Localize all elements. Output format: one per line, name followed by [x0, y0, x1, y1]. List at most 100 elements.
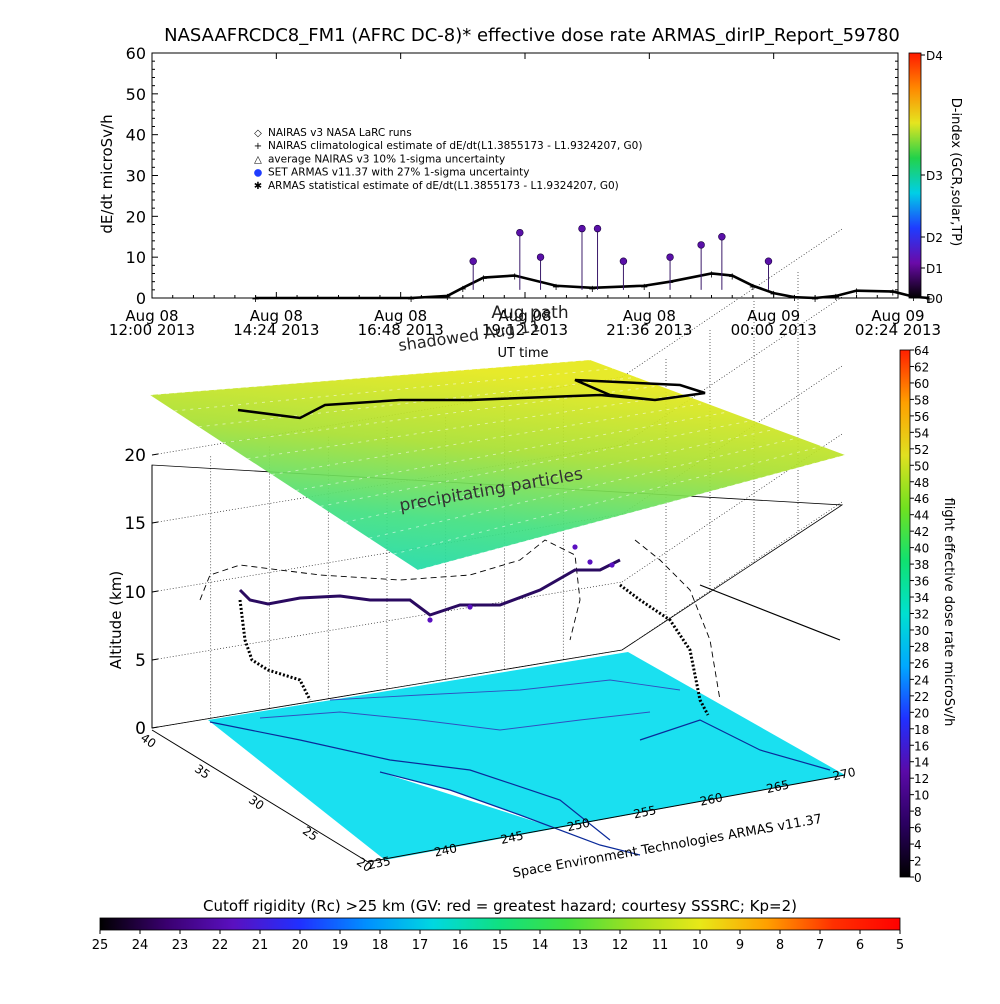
back-wall-grid-line: [152, 582, 622, 660]
rc-tick-label: 20: [292, 938, 309, 953]
legend-symbol: ●: [254, 168, 263, 179]
rc-tick-label: 14: [532, 938, 549, 953]
dose-tick-label: 0: [914, 871, 922, 885]
d-index-colorbar: [909, 53, 921, 298]
dose-tick-label: 28: [914, 640, 929, 654]
latitude-tick-label: 25: [300, 824, 321, 844]
dose-tick-label: 12: [914, 772, 929, 786]
x-tick-label-time: 02:24 2013: [855, 321, 941, 339]
dose-tick-label: 46: [914, 492, 929, 506]
rc-tick-label: 16: [452, 938, 469, 953]
nairas-marker: +: [811, 294, 819, 305]
d-index-tick-label: D3: [926, 169, 943, 183]
rc-tick-label: 21: [252, 938, 269, 953]
dose-tick-label: 4: [914, 838, 922, 852]
legend-text: SET ARMAS v11.37 with 27% 1-sigma uncert…: [268, 167, 530, 179]
chart-title: NASAAFRCDC8_FM1 (AFRC DC-8)* effective d…: [164, 25, 900, 46]
rc-colorbar-label: Cutoff rigidity (Rc) >25 km (GV: red = g…: [203, 897, 797, 915]
dose-tick-label: 52: [914, 443, 929, 457]
longitude-tick-label: 270: [832, 765, 857, 783]
nairas-marker: +: [443, 292, 451, 303]
dose-tick-label: 56: [914, 410, 929, 424]
flight-dose-point: [427, 617, 432, 622]
altitude-tick-mark: [152, 454, 158, 455]
nairas-marker: +: [790, 293, 798, 304]
armas-point: [537, 254, 544, 261]
dose-tick-label: 34: [914, 591, 929, 605]
legend-text: average NAIRAS v3 10% 1-sigma uncertaint…: [268, 153, 505, 165]
altitude-tick-mark: [152, 659, 158, 660]
dose-tick-label: 38: [914, 558, 929, 572]
rc-tick-label: 8: [776, 938, 784, 953]
rc-tick-label: 25: [92, 938, 109, 953]
altitude-tick-mark: [152, 591, 158, 592]
dose-tick-label: 32: [914, 608, 929, 622]
rc-tick-label: 24: [132, 938, 149, 953]
rc-panel: Cutoff rigidity (Rc) >25 km (GV: red = g…: [92, 897, 904, 953]
legend-symbol: ✱: [254, 181, 262, 192]
dose-tick-label: 30: [914, 624, 929, 638]
nairas-marker: +: [407, 294, 415, 305]
d-index-ticks: D0D1D2D3D4: [921, 49, 943, 306]
dose-tick-label: 18: [914, 723, 929, 737]
rc-tick-label: 11: [652, 938, 669, 953]
flight-path-projection: [200, 540, 580, 640]
dose-tick-label: 44: [914, 509, 929, 523]
side-wall-grid-line: [622, 229, 842, 377]
nairas-marker: +: [749, 282, 757, 293]
top-series: +++++++++++++++++++++: [251, 225, 933, 305]
armas-point: [470, 258, 477, 265]
dose-tick-label: 14: [914, 756, 929, 770]
y-tick-label: 60: [126, 44, 146, 63]
flight-dose-point: [572, 544, 577, 549]
rc-tick-label: 6: [856, 938, 864, 953]
dose-tick-label: 64: [914, 344, 929, 358]
dose-tick-label: 6: [914, 822, 922, 836]
dose-tick-label: 54: [914, 426, 929, 440]
nairas-marker: +: [769, 289, 777, 300]
nairas-marker: +: [479, 274, 487, 285]
tether-line: [700, 585, 840, 640]
dose-tick-label: 60: [914, 377, 929, 391]
dose-surface: [150, 360, 845, 570]
armas-point: [698, 242, 705, 249]
nairas-marker: +: [707, 270, 715, 281]
dose-tick-label: 58: [914, 393, 929, 407]
dose-tick-label: 40: [914, 542, 929, 556]
altitude-axis-label: Altitude (km): [107, 571, 125, 669]
dose-tick-label: 26: [914, 657, 929, 671]
legend-text: NAIRAS v3 NASA LaRC runs: [268, 127, 412, 139]
nairas-marker: +: [459, 284, 467, 295]
dose-tick-label: 50: [914, 459, 929, 473]
d-index-tick-label: D1: [926, 262, 943, 276]
altitude-ticks: 05101520: [124, 446, 158, 739]
rc-tick-label: 23: [172, 938, 189, 953]
rc-tick-label: 18: [372, 938, 389, 953]
nairas-marker: +: [510, 272, 518, 283]
armas-point: [516, 229, 523, 236]
dose-colorbar-ticks: 0246810121416182022242628303234363840424…: [910, 344, 929, 885]
dose-tick-label: 2: [914, 855, 922, 869]
dose-tick-label: 48: [914, 476, 929, 490]
nairas-marker: +: [251, 294, 259, 305]
altitude-tick-label: 15: [124, 514, 146, 534]
rc-tick-label: 5: [896, 938, 904, 953]
dose-tick-label: 42: [914, 525, 929, 539]
rc-tick-label: 7: [816, 938, 824, 953]
x-tick-label-time: 00:00 2013: [731, 321, 817, 339]
altitude-tick-mark: [152, 727, 158, 728]
y-tick-label: 40: [126, 126, 146, 145]
d-index-tick-label: D4: [926, 49, 943, 63]
altitude-tick-label: 20: [124, 446, 146, 466]
nairas-marker: +: [552, 282, 560, 293]
y-tick-label: 0: [136, 289, 146, 308]
armas-point: [579, 225, 586, 232]
armas-point: [620, 258, 627, 265]
dose-tick-label: 62: [914, 360, 929, 374]
y-tick-label: 20: [126, 207, 146, 226]
y-tick-label: 50: [126, 85, 146, 104]
top-x-axis-label: UT time: [498, 346, 549, 361]
altitude-tick-mark: [152, 522, 158, 523]
